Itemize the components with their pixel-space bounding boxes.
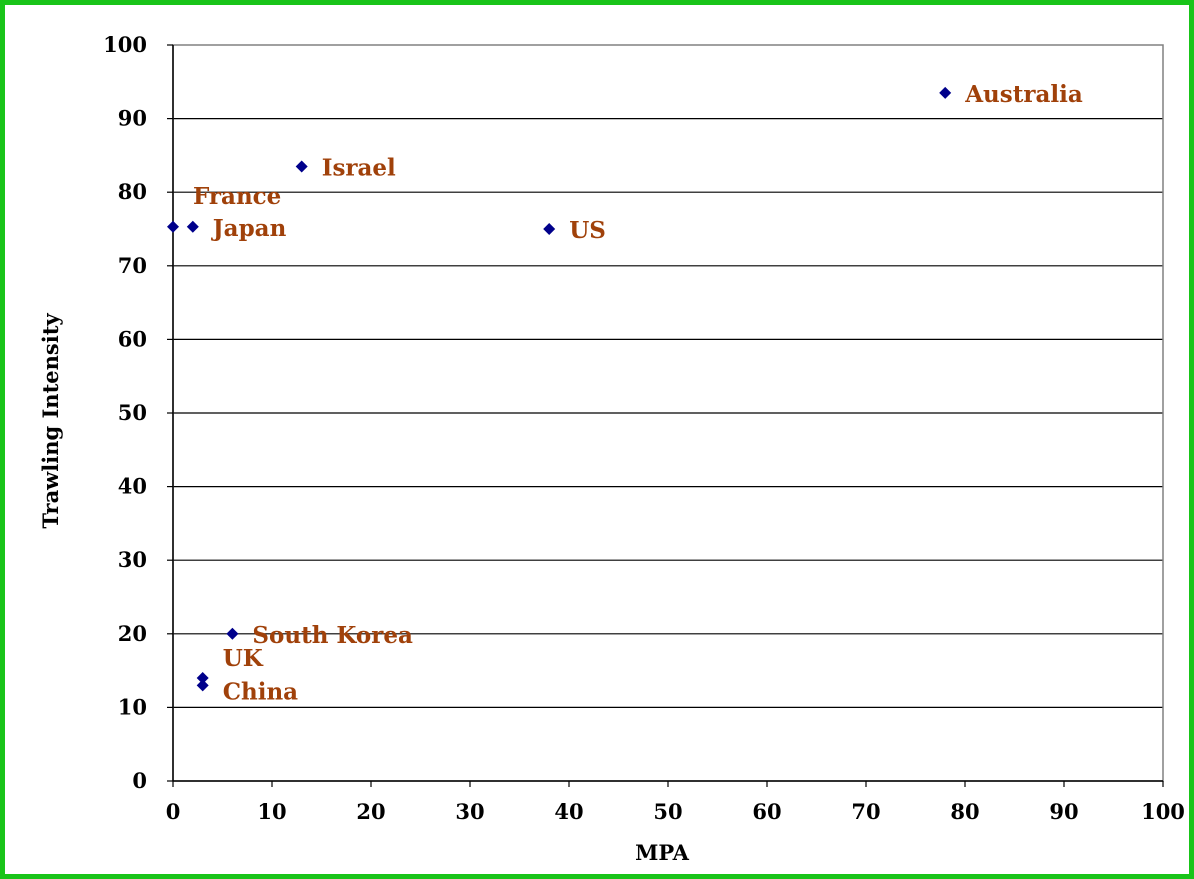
y-tick-label-10: 10 [118,694,147,719]
data-point-uk [196,671,209,684]
x-tick-label-40: 40 [554,799,583,824]
point-label-china: China [223,678,298,705]
x-tick-label-50: 50 [653,799,682,824]
y-tick-label-60: 60 [118,326,147,351]
y-tick-label-0: 0 [132,768,147,793]
scatter-chart: 0 10 20 30 40 50 60 70 80 90 100 0 10 20 30 40 50 60 70 80… [38,32,1185,865]
y-tick-label-70: 70 [118,253,147,278]
data-point-china [196,679,209,692]
point-label-uk: UK [223,645,264,672]
x-axis: 0 10 20 30 40 50 60 70 80 90 100 [166,780,1185,824]
y-tick-label-100: 100 [103,32,147,57]
x-tick-label-90: 90 [1049,799,1078,824]
data-points: Australia Israel France Japan US South KoreaU… [167,81,1083,705]
y-tick-label-80: 80 [118,179,147,204]
x-tick-label-10: 10 [257,799,286,824]
data-point-israel [295,160,308,173]
point-label-us: US [569,217,606,244]
y-tick-label-50: 50 [118,400,147,425]
x-tick-label-60: 60 [752,799,781,824]
y-tick-label-30: 30 [118,547,147,572]
y-tick-label-20: 20 [118,621,147,646]
point-label-south-korea: South Korea [252,622,413,649]
data-point-japan [186,220,199,233]
data-point-south-korea [226,627,239,640]
data-point-france [167,220,179,233]
y-tick-label-90: 90 [118,106,147,131]
data-point-australia [939,86,952,99]
x-tick-label-30: 30 [455,799,484,824]
point-label-france: France [193,183,281,210]
x-axis-title: MPA [635,840,690,865]
point-label-australia: Australia [964,81,1083,108]
x-tick-label-100: 100 [1141,799,1185,824]
point-label-israel: Israel [322,154,396,181]
x-tick-label-80: 80 [950,799,979,824]
x-tick-label-20: 20 [356,799,385,824]
data-point-us [543,223,556,235]
x-tick-label-0: 0 [166,799,181,824]
y-axis: 0 10 20 30 40 50 60 70 80 90 100 [103,32,174,793]
point-label-japan: Japan [211,215,287,242]
gridlines [173,117,1163,709]
x-tick-label-70: 70 [851,799,880,824]
y-tick-label-40: 40 [118,474,147,499]
y-axis-title: Trawling Intensity [38,313,63,529]
